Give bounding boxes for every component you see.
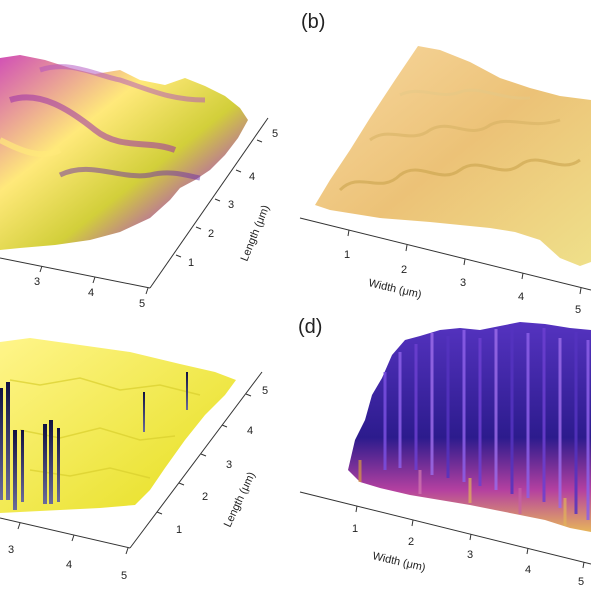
panel-b-label: (b) [301, 11, 325, 33]
panel-a-y-tick-label: 4 [249, 171, 255, 183]
panel-d-x-ticks [355, 505, 585, 569]
panel-c-y-tick-label: 4 [247, 425, 253, 437]
panel-c: 3 4 5 1 2 3 4 5 Length (μm) [0, 338, 268, 582]
panel-c-y-tick-label: 2 [202, 491, 208, 503]
panel-c-y-tick-label: 3 [226, 459, 232, 471]
panel-c-x-axis [0, 517, 131, 549]
panel-c-x-tick-label: 3 [8, 544, 14, 556]
panel-b-bumps [338, 158, 581, 192]
panel-a-y-ticks [175, 139, 263, 258]
panel-a-x-tick-label: 4 [88, 287, 94, 299]
panel-a-x-ticks [39, 265, 149, 295]
panel-a-ridge-3 [58, 166, 201, 181]
panel-d-x-axis-label: Width (μm) [371, 550, 426, 574]
panel-c-y-tick-label: 5 [262, 385, 268, 397]
panel-c-x-tick-label: 5 [121, 570, 127, 582]
panel-c-y-tick-label: 1 [176, 524, 182, 536]
panel-d-x-tick-label: 4 [525, 564, 531, 576]
panel-a-y-tick-label: 1 [188, 257, 194, 269]
panel-d-base-streaks [358, 460, 567, 526]
panel-c-y-ticks [156, 393, 252, 515]
panel-b-x-ticks [347, 229, 582, 295]
panel-a-y-tick-label: 2 [208, 228, 214, 240]
panel-c-y-axis [129, 371, 263, 549]
panel-a-surface [0, 55, 248, 250]
panel-c-texture [9, 377, 201, 396]
panel-c-x-ticks [17, 522, 129, 555]
panel-d-surface [348, 322, 591, 532]
panel-b-bumps [369, 118, 561, 142]
panel-a-x-axis [0, 257, 151, 289]
panel-a-y-tick-label: 3 [228, 199, 234, 211]
panel-b: (b) 1 2 3 4 5 Width (μm) [299, 11, 591, 316]
panel-b-x-tick-label: 2 [401, 264, 407, 276]
panel-d-x-tick-label: 5 [578, 576, 584, 588]
panel-a-y-axis [149, 117, 269, 289]
panel-d-x-tick-label: 2 [408, 536, 414, 548]
panel-c-x-tick-label: 4 [66, 559, 72, 571]
panel-b-x-tick-label: 5 [575, 304, 581, 316]
panel-b-x-tick-label: 1 [344, 249, 350, 261]
panel-d-x-tick-label: 3 [467, 549, 473, 561]
panel-a-y-axis-label: Length (μm) [239, 203, 272, 263]
panel-d-x-tick-label: 1 [352, 523, 358, 535]
panel-a-ridge-1 [9, 94, 177, 153]
panel-d-x-axis [299, 491, 591, 565]
panel-a: 3 4 5 1 2 3 4 5 Length (μm) [0, 55, 278, 310]
panel-b-x-tick-label: 4 [518, 291, 524, 303]
panel-a-x-tick-label: 3 [34, 276, 40, 288]
panel-a-ridge-4 [0, 137, 62, 158]
panel-d-peaks [383, 326, 590, 520]
panel-c-spikes [0, 372, 188, 510]
panel-d-label: (d) [298, 316, 322, 338]
panel-b-bumps [399, 88, 531, 100]
panel-c-surface [0, 338, 236, 513]
panel-c-y-axis-label: Length (μm) [222, 470, 258, 529]
panel-a-x-tick-label: 5 [139, 298, 145, 310]
panel-d: (d) [298, 316, 591, 588]
panel-b-x-tick-label: 3 [460, 277, 466, 289]
panel-b-x-axis-label: Width (μm) [367, 277, 422, 301]
panel-b-surface [315, 46, 591, 266]
panel-a-y-tick-label: 5 [272, 128, 278, 140]
panel-a-ridge-2 [39, 64, 206, 103]
